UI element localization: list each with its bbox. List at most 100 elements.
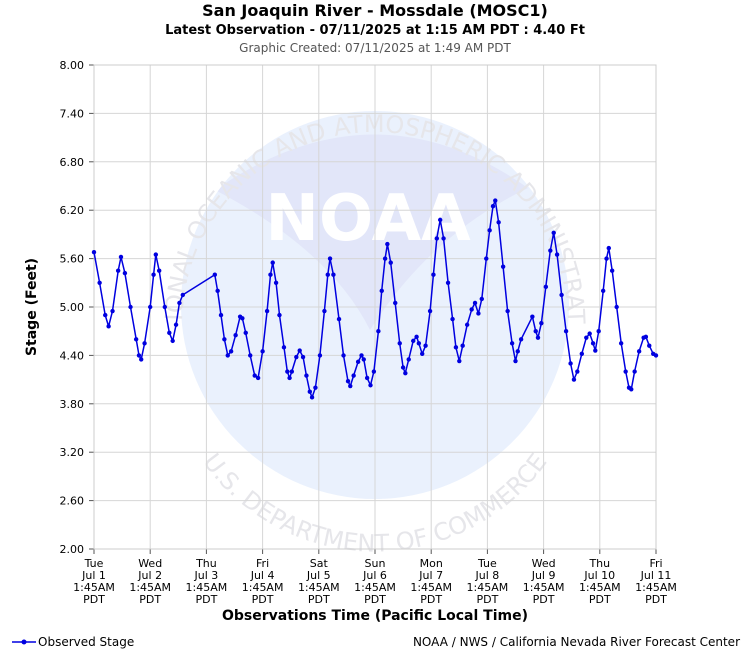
data-point bbox=[260, 349, 265, 354]
data-point bbox=[518, 337, 524, 342]
data-point bbox=[122, 270, 128, 276]
data-point bbox=[382, 256, 388, 261]
data-point bbox=[563, 329, 569, 334]
data-point bbox=[643, 334, 649, 340]
data-point bbox=[441, 236, 446, 241]
data-point bbox=[513, 358, 518, 364]
data-point bbox=[228, 349, 234, 354]
data-point bbox=[653, 353, 659, 358]
data-point bbox=[106, 324, 111, 329]
data-point bbox=[437, 217, 443, 223]
x-tick-label: 1:45AM bbox=[298, 581, 340, 594]
credit-text: NOAA / NWS / California Nevada River For… bbox=[413, 635, 740, 649]
data-point bbox=[336, 316, 342, 322]
data-point bbox=[584, 335, 589, 340]
data-point bbox=[487, 228, 492, 233]
y-tick-label: 3.20 bbox=[60, 446, 85, 459]
x-tick-label: PDT bbox=[420, 593, 442, 606]
legend-label: Observed Stage bbox=[38, 635, 134, 649]
data-point bbox=[212, 272, 218, 277]
data-point bbox=[450, 316, 455, 322]
x-tick-label: Sun bbox=[365, 557, 386, 570]
data-point bbox=[309, 395, 315, 400]
data-point bbox=[281, 345, 287, 350]
data-point bbox=[142, 341, 147, 346]
x-tick-label: Jul 11 bbox=[640, 569, 672, 582]
data-point bbox=[590, 341, 596, 346]
legend-marker bbox=[21, 639, 27, 645]
data-point bbox=[110, 308, 115, 314]
data-point bbox=[472, 300, 478, 306]
x-tick-label: Fri bbox=[256, 557, 269, 570]
x-tick-label: 1:45AM bbox=[129, 581, 171, 594]
x-tick-label: Jul 8 bbox=[475, 569, 500, 582]
data-point bbox=[411, 338, 416, 344]
data-point bbox=[368, 383, 373, 388]
data-point bbox=[457, 358, 462, 364]
data-point bbox=[118, 254, 124, 260]
data-point bbox=[307, 389, 313, 394]
data-point bbox=[632, 369, 637, 374]
x-tick-label: Jul 1 bbox=[81, 569, 106, 582]
data-point bbox=[575, 369, 580, 374]
y-tick-label: 2.60 bbox=[60, 495, 85, 508]
data-point bbox=[170, 338, 175, 344]
x-tick-label: Wed bbox=[138, 557, 162, 570]
data-point bbox=[579, 351, 585, 356]
data-point bbox=[385, 241, 390, 247]
data-point bbox=[304, 373, 309, 378]
data-point bbox=[604, 256, 609, 261]
data-point bbox=[551, 230, 556, 235]
data-point bbox=[543, 284, 549, 290]
data-point bbox=[173, 322, 179, 327]
data-point bbox=[317, 353, 323, 358]
x-tick-label: Jul 10 bbox=[583, 569, 615, 582]
data-point bbox=[351, 373, 356, 378]
data-point bbox=[103, 312, 108, 318]
x-tick-label: Tue bbox=[477, 557, 497, 570]
data-point bbox=[559, 292, 564, 298]
x-tick-label: PDT bbox=[195, 593, 217, 606]
data-point bbox=[268, 272, 273, 277]
data-point bbox=[97, 280, 102, 285]
chart-subtitle: Latest Observation - 07/11/2025 at 1:15 … bbox=[165, 23, 585, 38]
data-point bbox=[345, 379, 351, 384]
data-point bbox=[153, 252, 159, 257]
x-tick-label: Tue bbox=[84, 557, 104, 570]
plot-frame bbox=[93, 64, 657, 550]
data-point bbox=[623, 369, 628, 374]
x-tick-label: Thu bbox=[588, 557, 610, 570]
data-point bbox=[533, 329, 538, 334]
data-point bbox=[177, 300, 182, 306]
series-observed-stage bbox=[91, 198, 659, 400]
data-point bbox=[364, 375, 370, 381]
noaa-watermark: NOAA NATIONAL OCEANIC AND ATMOSPHERIC AD… bbox=[0, 0, 590, 558]
x-tick-label: PDT bbox=[139, 593, 161, 606]
data-point bbox=[493, 198, 498, 203]
x-tick-label: PDT bbox=[533, 593, 555, 606]
x-tick-label: Jul 3 bbox=[194, 569, 219, 582]
data-point bbox=[255, 375, 261, 381]
data-point bbox=[218, 312, 224, 318]
data-point bbox=[341, 353, 346, 358]
data-point bbox=[614, 304, 619, 310]
data-point bbox=[348, 383, 353, 389]
data-point bbox=[325, 272, 330, 277]
x-tick-label: PDT bbox=[364, 593, 386, 606]
x-tick-label: 1:45AM bbox=[579, 581, 621, 594]
data-point bbox=[434, 236, 440, 241]
data-point bbox=[327, 256, 333, 261]
x-tick-label: Fri bbox=[649, 557, 662, 570]
graphic-created: Graphic Created: 07/11/2025 at 1:49 AM P… bbox=[239, 41, 511, 55]
data-point bbox=[379, 288, 384, 294]
x-tick-label: 1:45AM bbox=[523, 581, 565, 594]
data-point bbox=[647, 343, 652, 348]
data-point bbox=[427, 308, 433, 314]
data-point bbox=[215, 288, 220, 294]
data-point bbox=[371, 369, 377, 374]
x-tick-label: Wed bbox=[532, 557, 556, 570]
x-tick-label: Jul 7 bbox=[418, 569, 443, 582]
data-point bbox=[460, 343, 465, 348]
x-tick-label: Mon bbox=[420, 557, 443, 570]
